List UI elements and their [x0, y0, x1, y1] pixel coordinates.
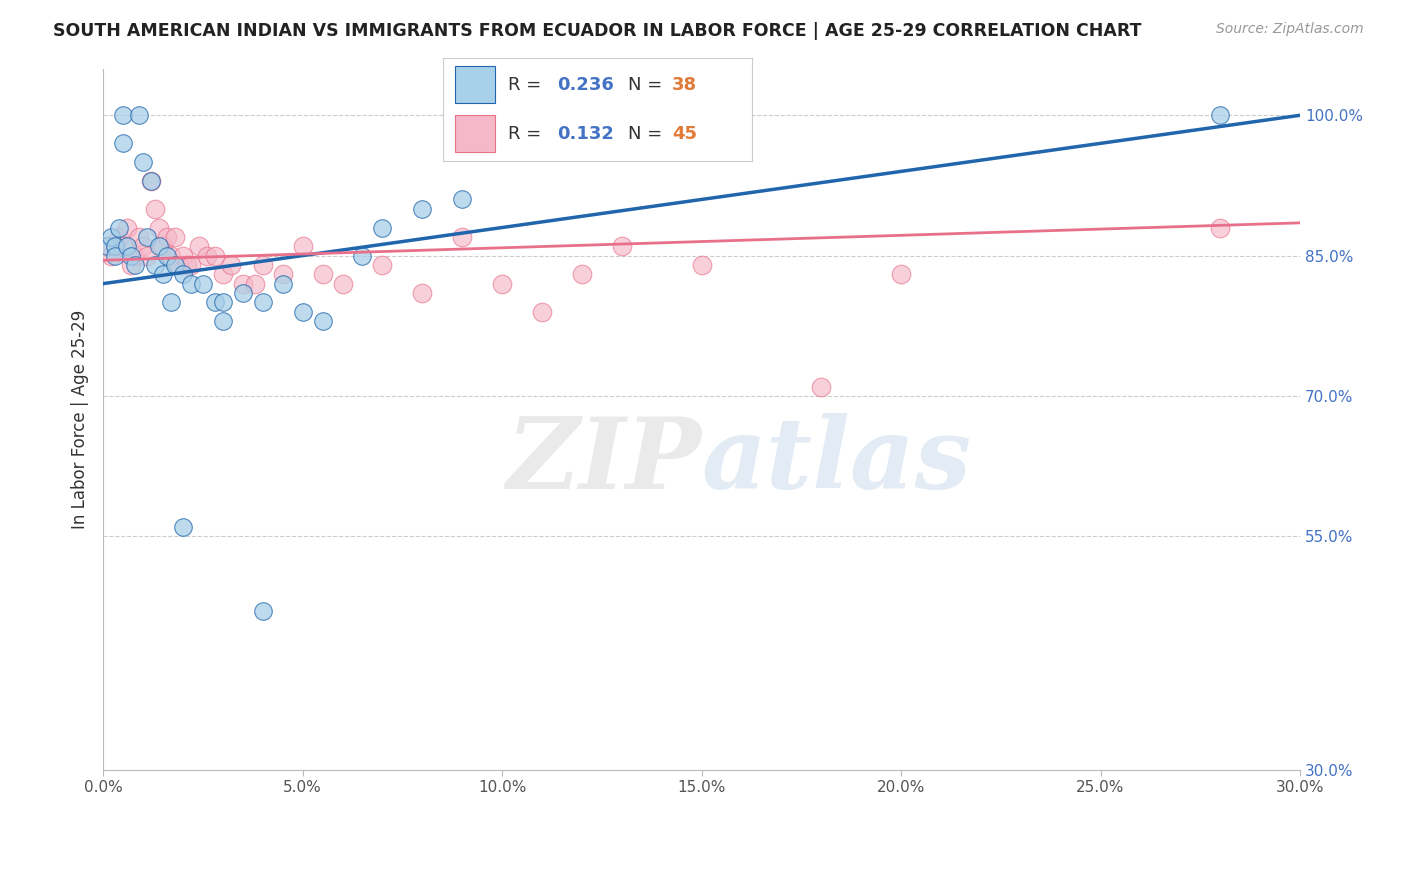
Point	[271, 277, 294, 291]
Point	[311, 314, 333, 328]
Text: R =: R =	[508, 125, 547, 143]
Point	[139, 174, 162, 188]
Point	[104, 239, 127, 253]
Point	[571, 267, 593, 281]
Text: SOUTH AMERICAN INDIAN VS IMMIGRANTS FROM ECUADOR IN LABOR FORCE | AGE 25-29 CORR: SOUTH AMERICAN INDIAN VS IMMIGRANTS FROM…	[53, 22, 1142, 40]
Point	[1209, 108, 1232, 122]
Point	[136, 230, 159, 244]
Point	[180, 277, 202, 291]
Point	[411, 202, 433, 216]
Text: atlas: atlas	[702, 413, 972, 509]
Point	[148, 220, 170, 235]
Point	[120, 249, 142, 263]
Text: ZIP: ZIP	[506, 413, 702, 509]
Point	[252, 604, 274, 618]
Point	[128, 230, 150, 244]
Point	[112, 136, 135, 151]
Point	[104, 239, 127, 253]
Point	[163, 230, 186, 244]
Point	[332, 277, 354, 291]
Point	[451, 230, 474, 244]
Text: 38: 38	[672, 76, 697, 94]
FancyBboxPatch shape	[456, 66, 495, 103]
Point	[232, 277, 254, 291]
Y-axis label: In Labor Force | Age 25-29: In Labor Force | Age 25-29	[72, 310, 89, 529]
Point	[112, 239, 135, 253]
Point	[491, 277, 513, 291]
Point	[100, 249, 122, 263]
Point	[96, 239, 118, 253]
Point	[252, 295, 274, 310]
Point	[96, 239, 118, 253]
Point	[371, 220, 394, 235]
Text: R =: R =	[508, 76, 547, 94]
Point	[132, 239, 155, 253]
Point	[204, 295, 226, 310]
Point	[187, 239, 209, 253]
Point	[690, 258, 713, 272]
Point	[136, 249, 159, 263]
Point	[610, 239, 633, 253]
Point	[195, 249, 218, 263]
Point	[124, 249, 146, 263]
Point	[810, 379, 832, 393]
Point	[108, 230, 131, 244]
Point	[108, 220, 131, 235]
Text: N =: N =	[628, 125, 668, 143]
Point	[243, 277, 266, 291]
Point	[219, 258, 242, 272]
Point	[451, 193, 474, 207]
Point	[115, 220, 138, 235]
Point	[143, 258, 166, 272]
Point	[890, 267, 912, 281]
Point	[156, 230, 179, 244]
Point	[252, 258, 274, 272]
Point	[104, 249, 127, 263]
Point	[120, 258, 142, 272]
Legend: 	[695, 812, 709, 825]
Point	[180, 258, 202, 272]
Text: Source: ZipAtlas.com: Source: ZipAtlas.com	[1216, 22, 1364, 37]
Point	[139, 174, 162, 188]
Text: 0.236: 0.236	[557, 76, 614, 94]
Point	[143, 202, 166, 216]
Point	[291, 304, 314, 318]
Point	[191, 277, 214, 291]
Text: 45: 45	[672, 125, 697, 143]
Point	[156, 249, 179, 263]
Point	[152, 239, 174, 253]
Point	[172, 249, 194, 263]
Text: 0.132: 0.132	[557, 125, 614, 143]
Point	[160, 295, 183, 310]
Point	[124, 258, 146, 272]
Point	[371, 258, 394, 272]
Point	[128, 108, 150, 122]
Point	[211, 314, 233, 328]
Point	[167, 258, 190, 272]
Point	[172, 520, 194, 534]
Point	[211, 295, 233, 310]
Point	[160, 249, 183, 263]
Text: N =: N =	[628, 76, 668, 94]
Point	[530, 304, 553, 318]
Point	[352, 249, 374, 263]
Point	[152, 267, 174, 281]
Point	[211, 267, 233, 281]
Point	[100, 230, 122, 244]
Point	[204, 249, 226, 263]
Point	[112, 108, 135, 122]
Point	[176, 258, 198, 272]
Point	[172, 267, 194, 281]
Point	[132, 155, 155, 169]
Point	[232, 285, 254, 300]
Point	[115, 239, 138, 253]
Point	[1209, 220, 1232, 235]
Point	[291, 239, 314, 253]
Point	[311, 267, 333, 281]
Point	[163, 258, 186, 272]
Point	[271, 267, 294, 281]
Point	[148, 239, 170, 253]
Point	[411, 285, 433, 300]
FancyBboxPatch shape	[456, 115, 495, 153]
